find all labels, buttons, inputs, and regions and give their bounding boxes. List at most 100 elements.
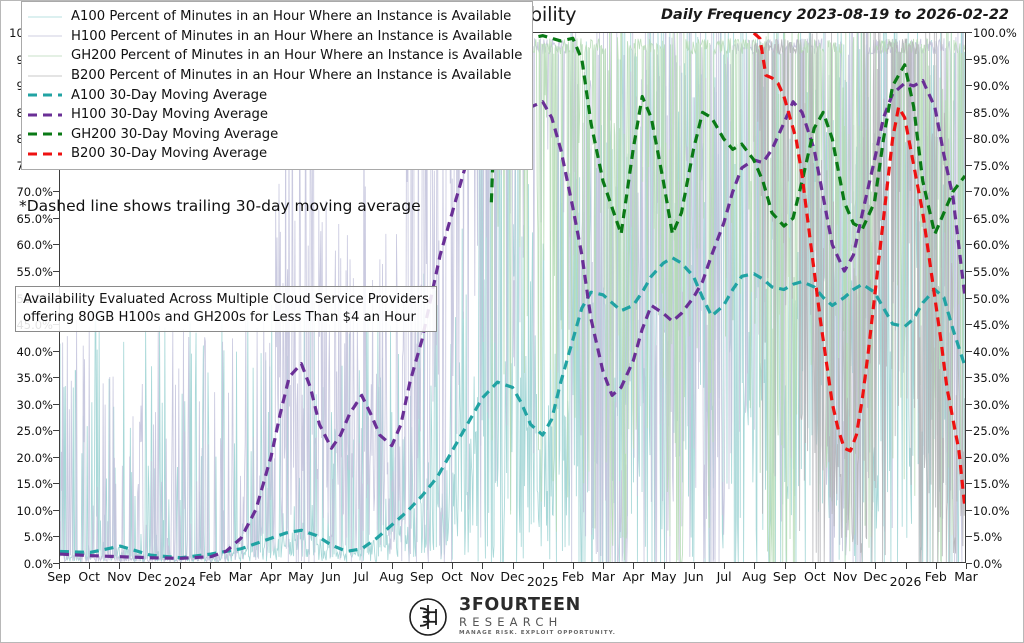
y-tick-mark — [53, 456, 59, 458]
legend-swatch-icon — [28, 148, 62, 160]
x-tick-label-year: 2026 — [889, 574, 922, 589]
y-tick-label-right: 100.0% — [973, 26, 1017, 40]
legend-item[interactable]: B200 30-Day Moving Average — [28, 144, 523, 164]
y-tick-label-right: 95.0% — [973, 52, 1010, 67]
y-tick-label-right: 25.0% — [973, 424, 1010, 439]
y-tick-mark — [966, 324, 972, 326]
legend-item-label: B200 Percent of Minutes in an Hour Where… — [71, 68, 512, 84]
legend-item[interactable]: GH200 Percent of Minutes in an Hour Wher… — [28, 46, 523, 66]
legend-item[interactable]: H100 30-Day Moving Average — [28, 105, 523, 125]
3fourteen-logo-icon — [409, 598, 447, 636]
y-tick-label-right: 85.0% — [973, 105, 1010, 120]
legend-item-label: A100 30-Day Moving Average — [71, 87, 268, 103]
raw-series-line — [490, 33, 965, 562]
chart-legend: A100 Percent of Minutes in an Hour Where… — [21, 1, 533, 170]
dashed-line-note: *Dashed line shows trailing 30-day movin… — [19, 197, 421, 215]
y-tick-label-left: 35.0% — [16, 371, 53, 386]
y-tick-mark — [966, 32, 972, 33]
moving-average-line — [489, 34, 965, 236]
x-tick-mark — [905, 563, 907, 569]
y-tick-mark — [53, 270, 59, 272]
x-tick-label-month: May — [650, 569, 677, 584]
x-tick-mark — [542, 563, 544, 569]
y-tick-mark — [53, 509, 59, 511]
y-tick-mark — [53, 191, 59, 193]
y-tick-label-left: 15.0% — [16, 477, 53, 492]
legend-item[interactable]: A100 Percent of Minutes in an Hour Where… — [28, 7, 523, 27]
legend-swatch-icon — [28, 128, 62, 140]
x-tick-label-month: Jul — [716, 569, 732, 584]
legend-item[interactable]: B200 Percent of Minutes in an Hour Where… — [28, 66, 523, 86]
x-tick-label-month: Feb — [924, 569, 947, 584]
x-tick-label-month: Mar — [228, 569, 253, 584]
x-tick-label-month: Oct — [441, 569, 463, 584]
legend-swatch-icon — [28, 30, 62, 42]
y-tick-label-left: 70.0% — [16, 185, 53, 200]
x-tick-mark — [693, 563, 695, 569]
x-tick-label-month: Apr — [259, 569, 282, 584]
x-tick-mark — [149, 563, 151, 569]
brand-name: 3FOURTEEN — [459, 595, 581, 616]
x-tick-mark — [814, 563, 816, 569]
x-tick-label-month: May — [287, 569, 314, 584]
x-tick-label-month: Apr — [622, 569, 645, 584]
y-tick-mark — [53, 430, 59, 432]
y-tick-label-left: 25.0% — [16, 424, 53, 439]
x-tick-label-year: 2025 — [526, 574, 559, 589]
x-tick-mark — [89, 563, 91, 569]
legend-item-label: GH200 Percent of Minutes in an Hour Wher… — [71, 48, 523, 64]
x-tick-label-month: Oct — [78, 569, 101, 584]
methodology-note-line1: Availability Evaluated Across Multiple C… — [23, 292, 429, 307]
legend-swatch-icon — [28, 70, 62, 82]
legend-item[interactable]: A100 30-Day Moving Average — [28, 85, 523, 105]
legend-item[interactable]: H100 Percent of Minutes in an Hour Where… — [28, 27, 523, 47]
x-tick-mark — [210, 563, 212, 569]
x-tick-label-month: Mar — [954, 569, 978, 584]
logo-wordmark: 3FOURTEEN RESEARCH MANAGE RISK. EXPLOIT … — [459, 597, 616, 637]
y-tick-label-left: 60.0% — [16, 238, 53, 253]
x-tick-label-year: 2024 — [164, 574, 196, 589]
y-tick-label-left: 20.0% — [16, 450, 53, 465]
x-tick-label-month: Jul — [353, 569, 369, 584]
y-tick-mark — [966, 297, 972, 299]
x-tick-mark — [512, 563, 514, 569]
x-tick-label-month: Nov — [832, 569, 858, 584]
y-tick-label-left: 10.0% — [16, 503, 53, 518]
y-tick-label-left: 40.0% — [16, 344, 53, 359]
legend-item-label: H100 Percent of Minutes in an Hour Where… — [71, 28, 513, 44]
x-tick-label-month: Dec — [137, 569, 162, 584]
plot-canvas — [60, 33, 965, 562]
x-tick-label-month: Aug — [742, 569, 767, 584]
x-tick-mark — [603, 563, 605, 569]
y-tick-mark — [966, 191, 972, 193]
legend-swatch-icon — [28, 11, 62, 23]
y-tick-label-right: 55.0% — [973, 264, 1010, 279]
y-tick-label-right: 15.0% — [973, 477, 1010, 492]
methodology-note-box: Availability Evaluated Across Multiple C… — [15, 286, 437, 333]
x-tick-mark — [724, 563, 726, 569]
x-tick-label-month: Dec — [863, 569, 888, 584]
y-tick-mark — [966, 430, 972, 432]
brand-tagline: MANAGE RISK. EXPLOIT OPPORTUNITY. — [459, 630, 616, 637]
y-tick-mark — [53, 536, 59, 538]
moving-average-line — [60, 256, 965, 560]
x-tick-mark — [119, 563, 121, 569]
y-tick-label-right: 20.0% — [973, 450, 1010, 465]
x-tick-mark — [845, 563, 847, 569]
x-tick-mark — [300, 563, 302, 569]
y-tick-label-right: 40.0% — [973, 344, 1010, 359]
y-tick-mark — [966, 217, 972, 219]
y-tick-label-left: 65.0% — [16, 211, 53, 226]
y-tick-mark — [966, 58, 972, 60]
y-tick-label-right: 90.0% — [973, 79, 1010, 94]
y-tick-label-right: 65.0% — [973, 211, 1010, 226]
y-tick-mark — [53, 483, 59, 485]
x-tick-label-month: Feb — [199, 569, 222, 584]
legend-item-label: B200 30-Day Moving Average — [71, 146, 268, 162]
x-tick-mark — [59, 563, 60, 569]
x-tick-label-month: Nov — [470, 569, 495, 584]
y-tick-mark — [966, 536, 972, 538]
y-tick-mark — [966, 403, 972, 405]
legend-item[interactable]: GH200 30-Day Moving Average — [28, 125, 523, 145]
x-tick-mark — [572, 563, 574, 569]
